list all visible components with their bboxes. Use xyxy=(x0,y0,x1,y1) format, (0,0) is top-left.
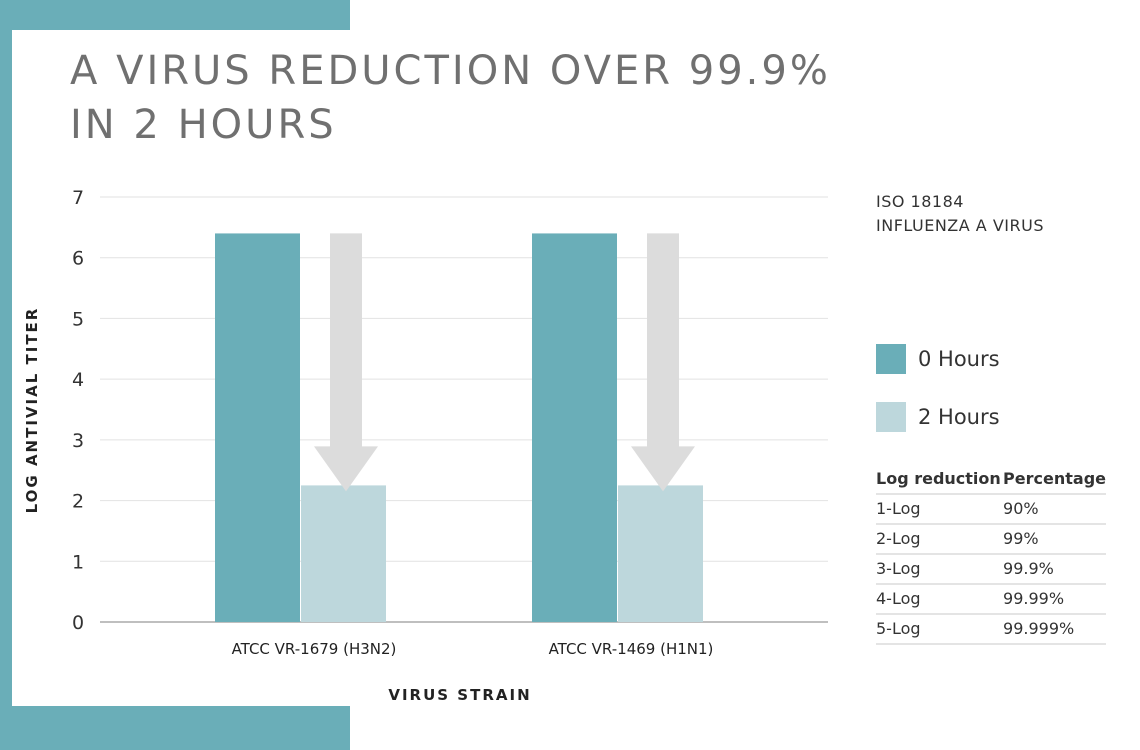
title-line-1: A VIRUS REDUCTION OVER 99.9% xyxy=(70,48,831,94)
top-band xyxy=(0,0,350,30)
table-header: Log reduction xyxy=(876,466,1004,495)
reduction-arrow xyxy=(631,233,695,492)
legend-label: 2 Hours xyxy=(918,405,1000,429)
y-tick-label: 4 xyxy=(72,369,84,391)
log-reduction-table: Log reduction Percentage 1-Log 90% 2-Log 99… xyxy=(876,466,1106,645)
cell: 4-Log xyxy=(876,584,1004,615)
bottom-band xyxy=(0,706,350,750)
y-tick-label: 2 xyxy=(72,491,84,513)
legend-2-hours: 2 Hours xyxy=(876,402,1000,432)
y-axis-label: LOG ANTIVIAL TITER xyxy=(23,307,41,514)
table-header: Percentage xyxy=(1003,466,1106,495)
cell: 2-Log xyxy=(876,524,1004,555)
cell: 99.999% xyxy=(1003,614,1106,645)
bar-0-hours xyxy=(215,233,300,622)
legend-swatch-2-hours xyxy=(876,402,906,432)
note-line-1: ISO 18184 xyxy=(876,192,964,211)
y-tick-label: 1 xyxy=(72,551,84,573)
cell: 99% xyxy=(1003,524,1106,555)
y-tick-label: 0 xyxy=(72,612,84,634)
x-category-label: ATCC VR-1469 (H1N1) xyxy=(549,640,714,658)
table-row: 2-Log 99% xyxy=(876,524,1106,555)
cell: 99.99% xyxy=(1003,584,1106,615)
table-row: 3-Log 99.9% xyxy=(876,554,1106,585)
y-tick-label: 5 xyxy=(72,308,84,330)
y-tick-label: 3 xyxy=(72,430,84,452)
reduction-arrow xyxy=(314,233,378,492)
legend-label: 0 Hours xyxy=(918,347,1000,371)
y-tick-label: 6 xyxy=(72,248,84,270)
x-category-label: ATCC VR-1679 (H3N2) xyxy=(232,640,397,658)
table-row: 1-Log 90% xyxy=(876,494,1106,525)
legend-swatch-0-hours xyxy=(876,344,906,374)
left-band xyxy=(0,0,12,750)
bar-2-hours xyxy=(618,485,703,622)
standard-note: ISO 18184 INFLUENZA A VIRUS xyxy=(876,190,1044,238)
x-axis-label: VIRUS STRAIN xyxy=(388,686,531,704)
cell: 3-Log xyxy=(876,554,1004,585)
cell: 90% xyxy=(1003,494,1106,525)
cell: 99.9% xyxy=(1003,554,1106,585)
cell: 1-Log xyxy=(876,494,1004,525)
table-row: 5-Log 99.999% xyxy=(876,614,1106,645)
legend-0-hours: 0 Hours xyxy=(876,344,1000,374)
cell: 5-Log xyxy=(876,614,1004,645)
chart-title: A VIRUS REDUCTION OVER 99.9% IN 2 HOURS xyxy=(70,44,831,152)
title-line-2: IN 2 HOURS xyxy=(70,102,337,148)
y-tick-label: 7 xyxy=(72,187,84,209)
table-row: 4-Log 99.99% xyxy=(876,584,1106,615)
note-line-2: INFLUENZA A VIRUS xyxy=(876,216,1044,235)
bar-0-hours xyxy=(532,233,617,622)
bar-2-hours xyxy=(301,485,386,622)
